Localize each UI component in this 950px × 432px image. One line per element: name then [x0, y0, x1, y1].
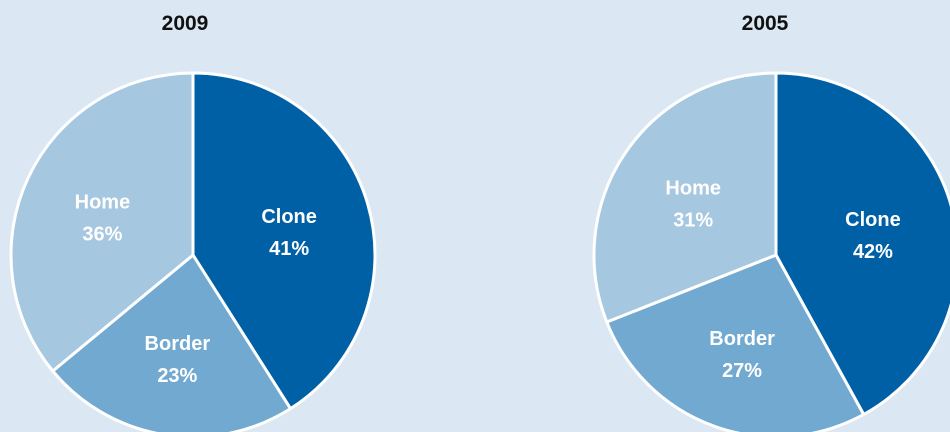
slice-value-clone-2005: 42%	[853, 241, 893, 263]
slice-label-clone-2009: Clone	[261, 206, 317, 228]
pie-slice-border-2005	[605, 253, 866, 432]
slice-label-border-2009: Border	[145, 333, 211, 355]
slice-label-clone-2005: Clone	[845, 209, 901, 231]
pie-title-2005: 2005	[742, 12, 789, 35]
pie-slice-clone-2005	[774, 71, 950, 416]
pie-chart-2009: 2009 Clone 41% Border 23% Home 36%	[9, 12, 377, 432]
slice-value-home-2005: 31%	[673, 210, 713, 232]
slice-label-home-2009: Home	[75, 191, 131, 213]
slice-value-border-2005: 27%	[722, 360, 762, 382]
pie-slice-home-2009	[9, 71, 195, 373]
pie-slice-home-2005	[592, 71, 778, 324]
slice-value-border-2009: 23%	[157, 365, 197, 387]
slice-value-home-2009: 36%	[82, 223, 122, 245]
slice-label-home-2005: Home	[665, 178, 721, 200]
pie-slice-border-2009	[51, 253, 293, 432]
slice-value-clone-2009: 41%	[269, 238, 309, 260]
slice-label-border-2005: Border	[709, 328, 775, 350]
pie-title-2009: 2009	[162, 12, 209, 35]
pie-chart-2005: 2005 Clone 42% Border 27% Home 31%	[592, 12, 950, 432]
